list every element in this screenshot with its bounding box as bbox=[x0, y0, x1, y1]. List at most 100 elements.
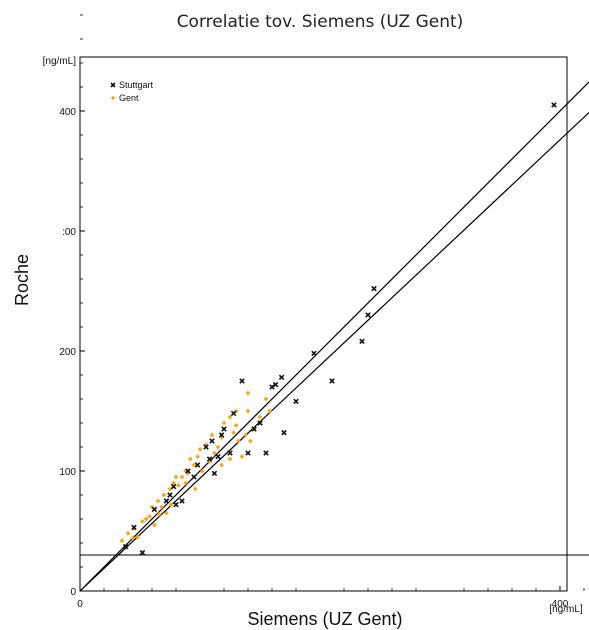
legend: Stuttgart Gent bbox=[110, 80, 154, 103]
point-stuttgart bbox=[365, 312, 371, 318]
y-tick-label: :00 bbox=[62, 227, 76, 238]
point-gent bbox=[233, 408, 239, 414]
point-stuttgart bbox=[173, 501, 179, 508]
point-stuttgart bbox=[167, 492, 173, 498]
point-gent bbox=[119, 538, 125, 543]
point-gent bbox=[236, 438, 241, 444]
point-gent bbox=[152, 522, 157, 528]
point-gent bbox=[257, 414, 263, 420]
point-stuttgart bbox=[170, 483, 177, 490]
point-gent bbox=[156, 511, 162, 517]
point-gent bbox=[267, 408, 272, 414]
point-stuttgart bbox=[329, 378, 335, 384]
point-gent bbox=[125, 531, 131, 536]
point-stuttgart bbox=[272, 381, 279, 388]
point-stuttgart bbox=[163, 498, 170, 504]
legend-label-gent: Gent bbox=[119, 93, 139, 103]
point-gent bbox=[183, 480, 188, 486]
point-gent bbox=[179, 474, 185, 480]
point-gent bbox=[239, 454, 245, 459]
point-gent bbox=[233, 423, 239, 428]
point-stuttgart bbox=[218, 432, 225, 438]
y-tick-label: 200 bbox=[59, 347, 76, 358]
point-stuttgart bbox=[110, 82, 116, 88]
point-gent bbox=[159, 504, 164, 510]
point-gent bbox=[245, 390, 251, 396]
point-gent bbox=[188, 456, 193, 462]
point-stuttgart bbox=[215, 453, 221, 460]
point-gent bbox=[171, 480, 176, 486]
reference-lines bbox=[79, 81, 589, 592]
legend-marker-gent bbox=[110, 95, 116, 101]
data-points bbox=[119, 102, 557, 556]
point-gent bbox=[164, 510, 169, 516]
point-gent bbox=[243, 432, 248, 438]
chart-title: Correlatie tov. Siemens (UZ Gent) bbox=[177, 12, 464, 32]
point-gent bbox=[245, 408, 251, 414]
point-stuttgart bbox=[151, 506, 158, 513]
point-gent bbox=[212, 450, 217, 456]
point-gent bbox=[219, 462, 224, 468]
point-gent bbox=[161, 492, 167, 498]
point-stuttgart bbox=[221, 426, 227, 432]
point-gent bbox=[135, 534, 140, 540]
line-identity bbox=[79, 81, 589, 592]
point-stuttgart bbox=[551, 102, 557, 108]
point-gent bbox=[197, 447, 203, 452]
x-unit-label: [ng/mL] bbox=[549, 604, 583, 615]
point-gent bbox=[167, 486, 173, 492]
point-gent bbox=[192, 486, 198, 492]
point-stuttgart bbox=[206, 456, 213, 462]
axis-ticks: 0 100 200:00 400 0 400 bbox=[59, 14, 585, 610]
point-stuttgart bbox=[227, 450, 233, 456]
point-gent bbox=[131, 526, 137, 531]
point-gent bbox=[130, 535, 136, 541]
x-tick-label: 400 bbox=[552, 599, 569, 610]
point-gent bbox=[195, 454, 200, 459]
plot-frame bbox=[79, 56, 568, 592]
point-gent bbox=[221, 420, 227, 426]
point-stuttgart bbox=[239, 378, 245, 384]
point-stuttgart bbox=[139, 549, 146, 556]
y-tick-label: 100 bbox=[59, 467, 76, 478]
point-stuttgart bbox=[281, 429, 287, 436]
point-gent bbox=[155, 498, 161, 504]
point-stuttgart bbox=[203, 444, 209, 450]
x-axis-title: Siemens (UZ Gent) bbox=[247, 609, 402, 629]
point-stuttgart bbox=[230, 410, 237, 417]
point-stuttgart bbox=[263, 450, 269, 456]
point-gent bbox=[168, 502, 174, 507]
plot-area: 0 100 200:00 400 0 400 bbox=[59, 14, 589, 610]
point-stuttgart bbox=[122, 543, 129, 550]
line-regression bbox=[79, 111, 589, 592]
point-gent bbox=[215, 444, 221, 450]
point-stuttgart bbox=[251, 426, 257, 432]
point-stuttgart bbox=[179, 498, 185, 504]
point-gent bbox=[110, 95, 116, 101]
point-stuttgart bbox=[278, 374, 285, 381]
point-gent bbox=[248, 438, 253, 444]
point-gent bbox=[227, 456, 233, 462]
point-stuttgart bbox=[359, 338, 365, 345]
y-unit-label: [ng/mL] bbox=[43, 56, 77, 67]
point-gent bbox=[209, 432, 215, 438]
point-stuttgart bbox=[191, 474, 197, 480]
point-stuttgart bbox=[311, 350, 317, 357]
y-tick-label: 400 bbox=[59, 107, 76, 118]
legend-label-stuttgart: Stuttgart bbox=[119, 80, 154, 90]
point-gent bbox=[263, 396, 269, 402]
point-stuttgart bbox=[245, 450, 251, 456]
point-gent bbox=[173, 474, 179, 480]
point-stuttgart bbox=[371, 285, 377, 292]
point-stuttgart bbox=[211, 470, 218, 477]
point-gent bbox=[140, 519, 145, 524]
x-tick-label: 0 bbox=[77, 599, 83, 610]
point-gent bbox=[183, 468, 188, 474]
point-stuttgart bbox=[257, 420, 263, 426]
y-axis-title: Roche bbox=[12, 254, 32, 306]
legend-marker-stuttgart bbox=[110, 82, 116, 88]
point-gent bbox=[200, 468, 205, 474]
point-stuttgart bbox=[194, 462, 201, 468]
point-gent bbox=[176, 483, 181, 488]
